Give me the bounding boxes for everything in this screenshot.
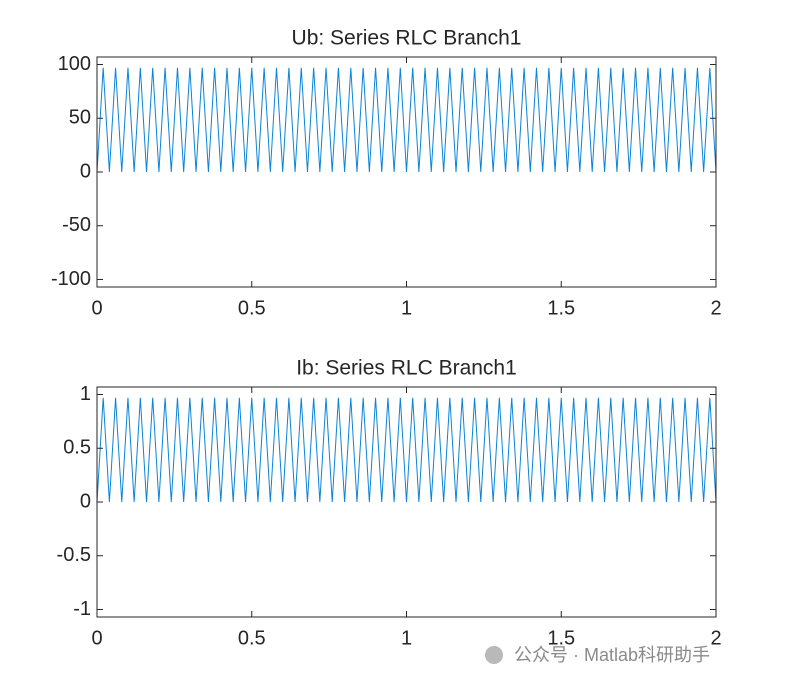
y-tick-label: 100 [58,53,91,75]
y-tick-label: 0 [80,490,91,512]
watermark-icon [485,646,503,664]
x-tick-label: 1 [401,627,412,649]
y-tick-label: 50 [69,107,91,129]
watermark: 公众号 · Matlab科研助手 [514,645,710,665]
x-tick-label: 1 [401,297,412,319]
x-tick-label: 2 [710,297,721,319]
x-tick-label: 1.5 [547,297,575,319]
x-tick-label: 0 [91,297,102,319]
x-tick-label: 0 [91,627,102,649]
x-tick-label: 2 [710,627,721,649]
y-tick-label: 0 [80,160,91,182]
x-tick-label: 1.5 [547,627,575,649]
line [96,397,717,503]
y-tick-label: -50 [62,214,91,236]
chart-title: Ib: Series RLC Branch1 [296,357,517,380]
x-tick-label: 0.5 [238,297,266,319]
line [96,67,717,173]
y-tick-label: -100 [51,268,91,290]
y-tick-label: 0.5 [63,437,91,459]
y-tick-label: -1 [73,598,91,620]
y-tick-label: -0.5 [57,544,91,566]
y-tick-label: 1 [80,383,91,405]
chart-title: Ub: Series RLC Branch1 [292,27,522,50]
x-tick-label: 0.5 [238,627,266,649]
